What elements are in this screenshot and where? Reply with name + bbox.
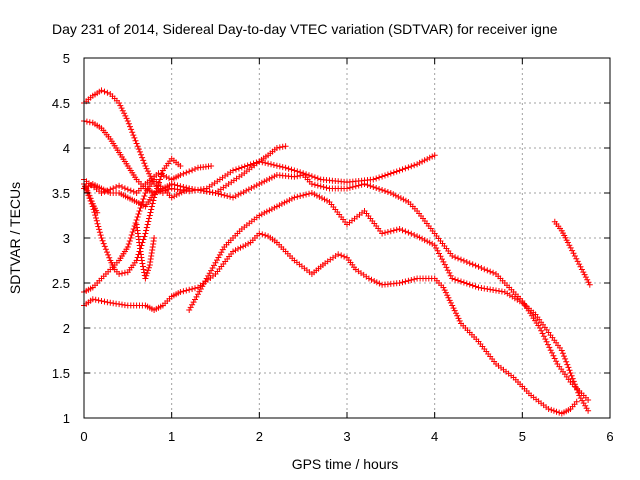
y-tick-label: 3 bbox=[63, 231, 70, 246]
y-tick-label: 1.5 bbox=[52, 366, 70, 381]
y-tick-label: 3.5 bbox=[52, 186, 70, 201]
x-tick-label: 3 bbox=[343, 429, 350, 444]
chart-title: Day 231 of 2014, Sidereal Day-to-day VTE… bbox=[52, 21, 558, 37]
y-tick-label: 5 bbox=[63, 51, 70, 66]
y-tick-label: 4.5 bbox=[52, 96, 70, 111]
x-axis: 0 1 2 3 4 5 6 bbox=[80, 58, 614, 444]
y-tick-label: 4 bbox=[63, 141, 70, 156]
y-axis-title: SDTVAR / TECUs bbox=[7, 182, 23, 294]
y-axis: 1 1.5 2 2.5 3 3.5 4 4.5 5 bbox=[52, 51, 610, 426]
x-tick-label: 1 bbox=[168, 429, 175, 444]
series-track-11 bbox=[551, 218, 593, 288]
x-axis-title: GPS time / hours bbox=[292, 456, 399, 472]
x-tick-label: 2 bbox=[256, 429, 263, 444]
series-track-8 bbox=[133, 221, 158, 282]
series-track-10 bbox=[186, 190, 592, 414]
y-tick-label: 2 bbox=[63, 321, 70, 336]
x-tick-label: 0 bbox=[80, 429, 87, 444]
x-tick-label: 5 bbox=[519, 429, 526, 444]
series-markers bbox=[133, 221, 158, 282]
x-tick-label: 4 bbox=[431, 429, 438, 444]
grid bbox=[84, 58, 610, 418]
y-tick-label: 1 bbox=[63, 411, 70, 426]
series-markers bbox=[186, 190, 592, 414]
series-markers bbox=[551, 218, 593, 288]
x-tick-label: 6 bbox=[606, 429, 613, 444]
y-tick-label: 2.5 bbox=[52, 276, 70, 291]
